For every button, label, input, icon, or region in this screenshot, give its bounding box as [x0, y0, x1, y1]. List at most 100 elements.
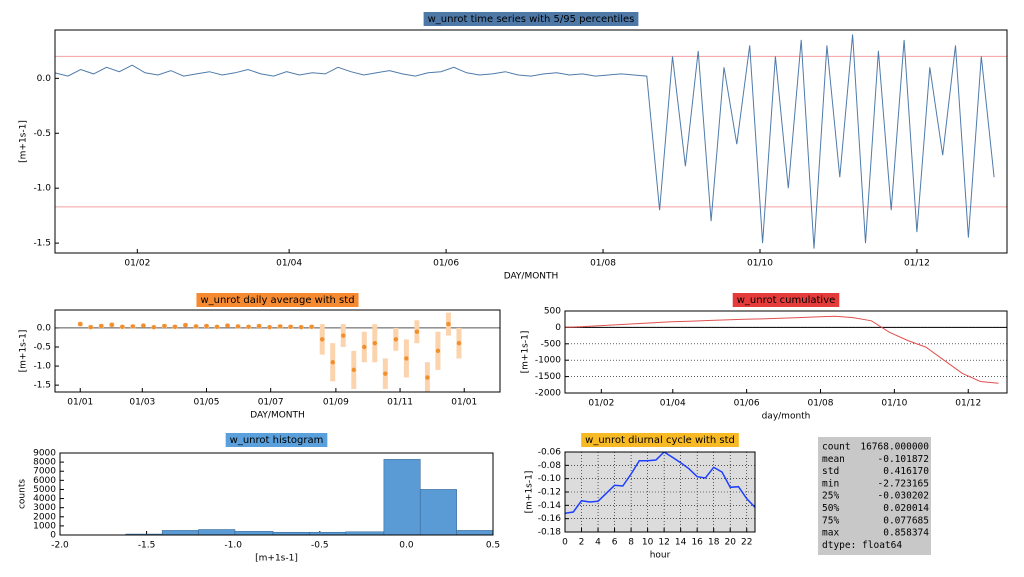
stats-value: -0.101872	[878, 454, 929, 465]
y-axis-label: [m+1s-1]	[521, 331, 531, 374]
point	[204, 323, 209, 329]
x-axis-label: [m+1s-1]	[255, 554, 298, 564]
point	[172, 324, 178, 329]
point	[330, 360, 335, 365]
point	[446, 321, 451, 327]
title-background	[732, 293, 840, 307]
bar	[161, 530, 199, 535]
y-tick-label: -1.5	[33, 381, 51, 391]
x-tick-label: 4	[595, 538, 601, 548]
x-tick-label: 01/02	[124, 259, 150, 269]
point	[246, 324, 251, 329]
x-tick-label: 01/09	[323, 398, 349, 408]
point	[288, 324, 293, 329]
y-tick-label: 0	[555, 323, 561, 333]
x-tick-label: -2.0	[51, 541, 69, 551]
x-tick-label: 12	[658, 538, 669, 548]
chart-title: w_unrot histogram	[230, 435, 324, 446]
plot-frame	[564, 310, 1008, 394]
bar	[198, 529, 236, 535]
stats-value: 0.020014	[883, 503, 929, 514]
stats-label: 75%	[822, 515, 839, 526]
point	[88, 324, 93, 330]
y-axis-label: [m+1s-1]	[19, 330, 29, 373]
point	[414, 329, 420, 334]
y-tick-label: -1.0	[33, 184, 51, 194]
point	[372, 340, 378, 346]
y-tick-label: -0.18	[538, 528, 562, 538]
y-tick-label: 5000	[33, 485, 56, 495]
x-tick-label: 10	[642, 538, 654, 548]
point	[151, 324, 157, 330]
x-tick-label: 2	[579, 538, 585, 548]
y-tick-label: -1.0	[33, 362, 51, 372]
x-tick-label: 18	[708, 538, 720, 548]
marks	[565, 452, 755, 515]
chart-title: w_unrot cumulative	[737, 295, 836, 306]
stats-label: mean	[822, 454, 845, 465]
y-axis-label: counts	[18, 479, 28, 509]
stats-footer: dtype: float64	[822, 540, 902, 551]
x-tick-label: 01/01	[451, 398, 477, 408]
x-tick-label: 01/07	[258, 398, 284, 408]
marks	[55, 312, 500, 392]
x-tick-label: 01/06	[734, 399, 760, 409]
stats-label: std	[822, 466, 839, 477]
point	[309, 324, 314, 329]
point	[183, 323, 188, 328]
y-tick-label: -0.5	[33, 129, 51, 139]
point	[383, 371, 388, 376]
x-tick-label: 01/12	[955, 399, 981, 409]
y-tick-label: 9000	[33, 449, 56, 459]
x-axis-label: DAY/MONTH	[250, 411, 305, 421]
x-tick-label: 01/12	[904, 259, 930, 269]
x-tick-label: 01/01	[67, 398, 93, 408]
point	[225, 323, 230, 328]
point	[404, 356, 409, 361]
y-tick-label: 4000	[33, 494, 56, 504]
title-background	[581, 433, 739, 447]
x-tick-label: 01/04	[276, 259, 302, 269]
chart-title: w_unrot diurnal cycle with std	[585, 435, 735, 446]
y-tick-label: 0	[50, 531, 56, 541]
stats-label: max	[822, 528, 839, 539]
y-tick-label: 0.0	[37, 323, 52, 333]
x-tick-label: -1.0	[224, 541, 242, 551]
y-axis-label: [m+1s-1]	[525, 471, 535, 514]
y-tick-label: -0.06	[538, 448, 562, 458]
stats-value: 0.416170	[883, 466, 929, 477]
line	[55, 34, 995, 249]
line	[565, 315, 999, 384]
point	[130, 324, 136, 329]
stats-value: 0.858374	[883, 528, 929, 539]
panel: -0.06 -0.08 -0.10 -0.12 -0.14 -0.16 -0.180 2 4 6 8…	[525, 433, 756, 561]
y-tick-label: 6000	[33, 476, 56, 486]
x-tick-label: 0.5	[486, 541, 500, 551]
point	[456, 340, 462, 346]
stats-label: 25%	[822, 491, 839, 502]
point	[256, 323, 262, 329]
title-background	[196, 293, 359, 307]
x-tick-label: 01/08	[808, 399, 834, 409]
x-tick-label: 01/05	[194, 398, 220, 408]
point	[351, 367, 356, 373]
panel: 0.0 -0.5 -1.0 -1.5 01/01 01/03 01/05 01/07 01/09…	[19, 293, 501, 421]
marks	[55, 34, 1007, 249]
point	[99, 323, 104, 329]
point	[214, 324, 220, 329]
bar	[234, 531, 274, 535]
point	[362, 344, 367, 350]
marks	[125, 459, 493, 535]
x-tick-label: 01/08	[590, 259, 616, 269]
y-tick-label: -1000	[535, 356, 561, 366]
stats-value: -2.723165	[878, 478, 929, 489]
x-tick-label: 01/04	[660, 399, 686, 409]
x-tick-label: 0.0	[399, 541, 414, 551]
bar	[419, 489, 457, 535]
x-tick-label: 6	[612, 538, 618, 548]
x-tick-label: 01/10	[881, 399, 907, 409]
stats-value: -0.030202	[878, 491, 929, 502]
x-tick-label: 01/06	[433, 259, 459, 269]
point	[341, 333, 346, 338]
point	[435, 348, 441, 354]
